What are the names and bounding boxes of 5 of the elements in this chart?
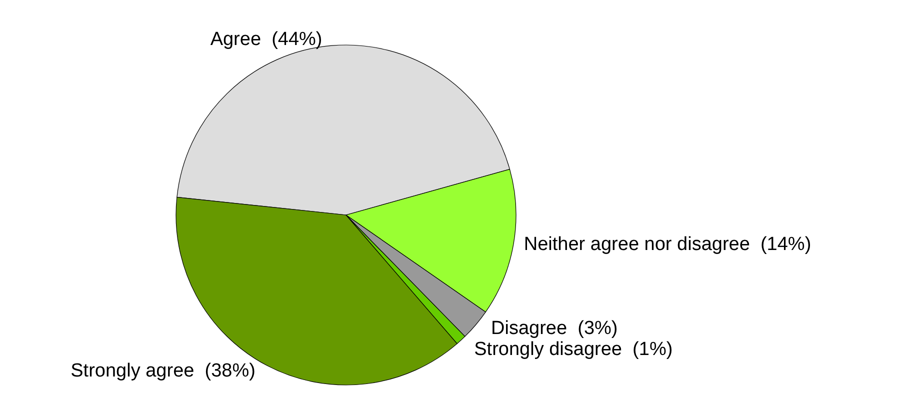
slice-label: Agree (44%)	[210, 29, 322, 50]
slice-label: Disagree (3%)	[491, 318, 618, 340]
slice-label: Neither agree nor disagree (14%)	[524, 234, 812, 255]
slice-label: Strongly disagree (1%)	[474, 339, 673, 360]
slice-label: Strongly agree (38%)	[70, 360, 256, 382]
